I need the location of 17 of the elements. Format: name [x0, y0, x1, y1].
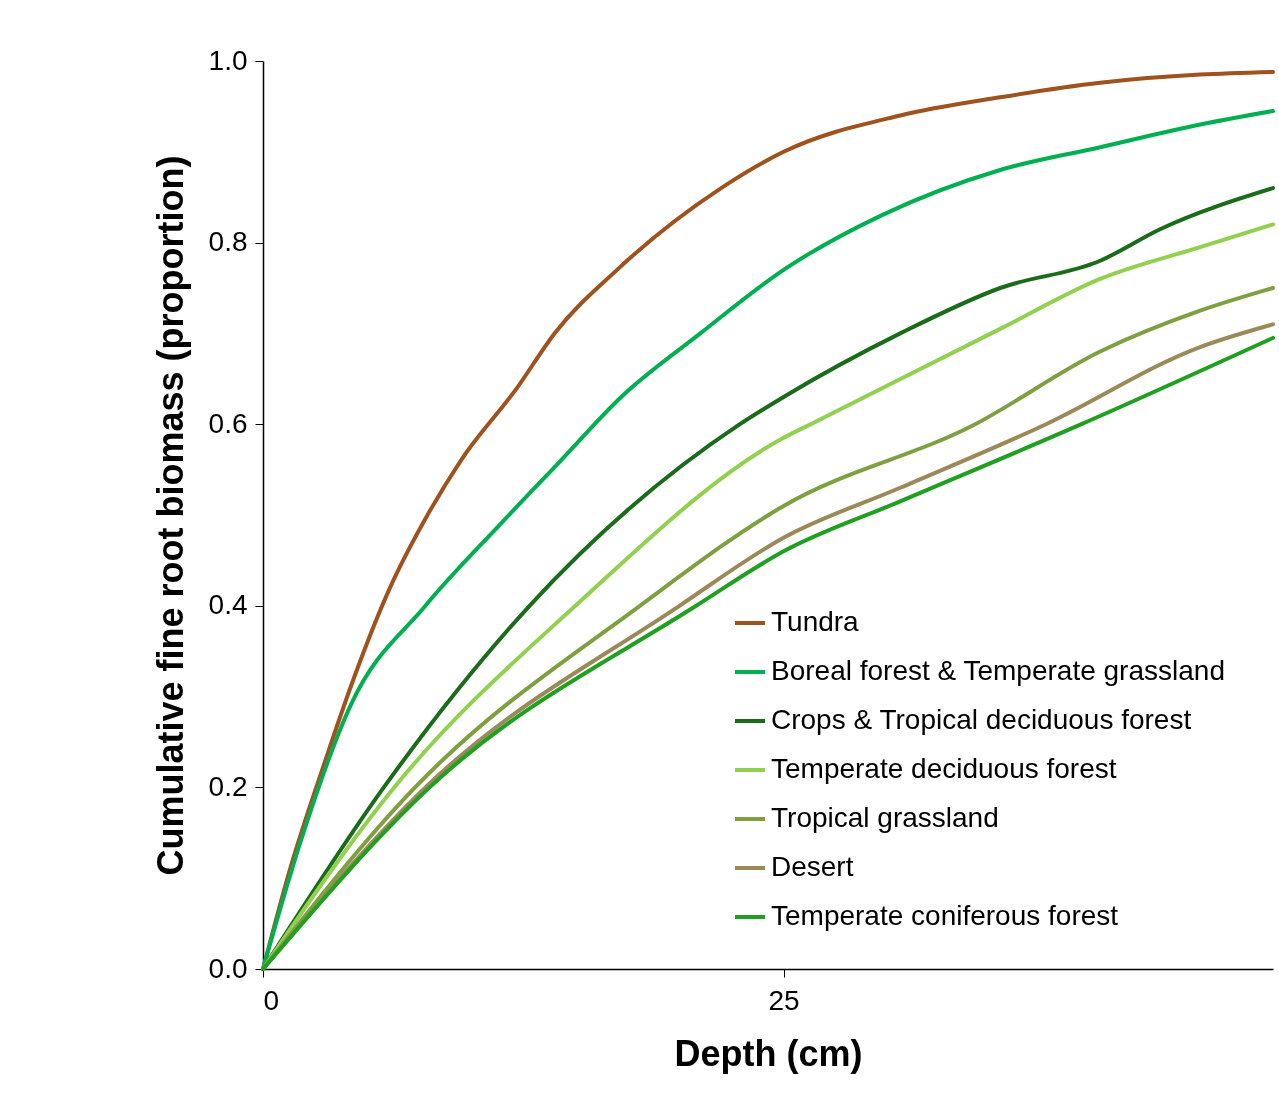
y-tick-label: 0.6: [208, 407, 248, 439]
legend-label: Temperate deciduous forest: [771, 753, 1117, 784]
y-tick-label: 0.8: [208, 226, 248, 258]
y-tick-label: 0.0: [208, 952, 248, 984]
legend-label: Crops & Tropical deciduous forest: [771, 704, 1192, 735]
x-axis-title: Depth (cm): [674, 1032, 863, 1074]
y-tick-label: 0.4: [208, 589, 248, 621]
legend-label: Temperate coniferous forest: [771, 900, 1119, 931]
y-axis-title: Cumulative fine root biomass (proportion): [149, 155, 191, 876]
x-tick-label: 25: [768, 984, 800, 1016]
y-tick-label: 0.2: [208, 770, 248, 802]
x-tick-label: 0: [263, 984, 280, 1016]
legend-label: Tropical grassland: [771, 802, 999, 833]
legend-label: Tundra: [771, 606, 860, 637]
legend-label: Desert: [771, 851, 854, 882]
legend-label: Boreal forest & Temperate grassland: [771, 655, 1225, 686]
y-tick-label: 1.0: [208, 44, 248, 76]
